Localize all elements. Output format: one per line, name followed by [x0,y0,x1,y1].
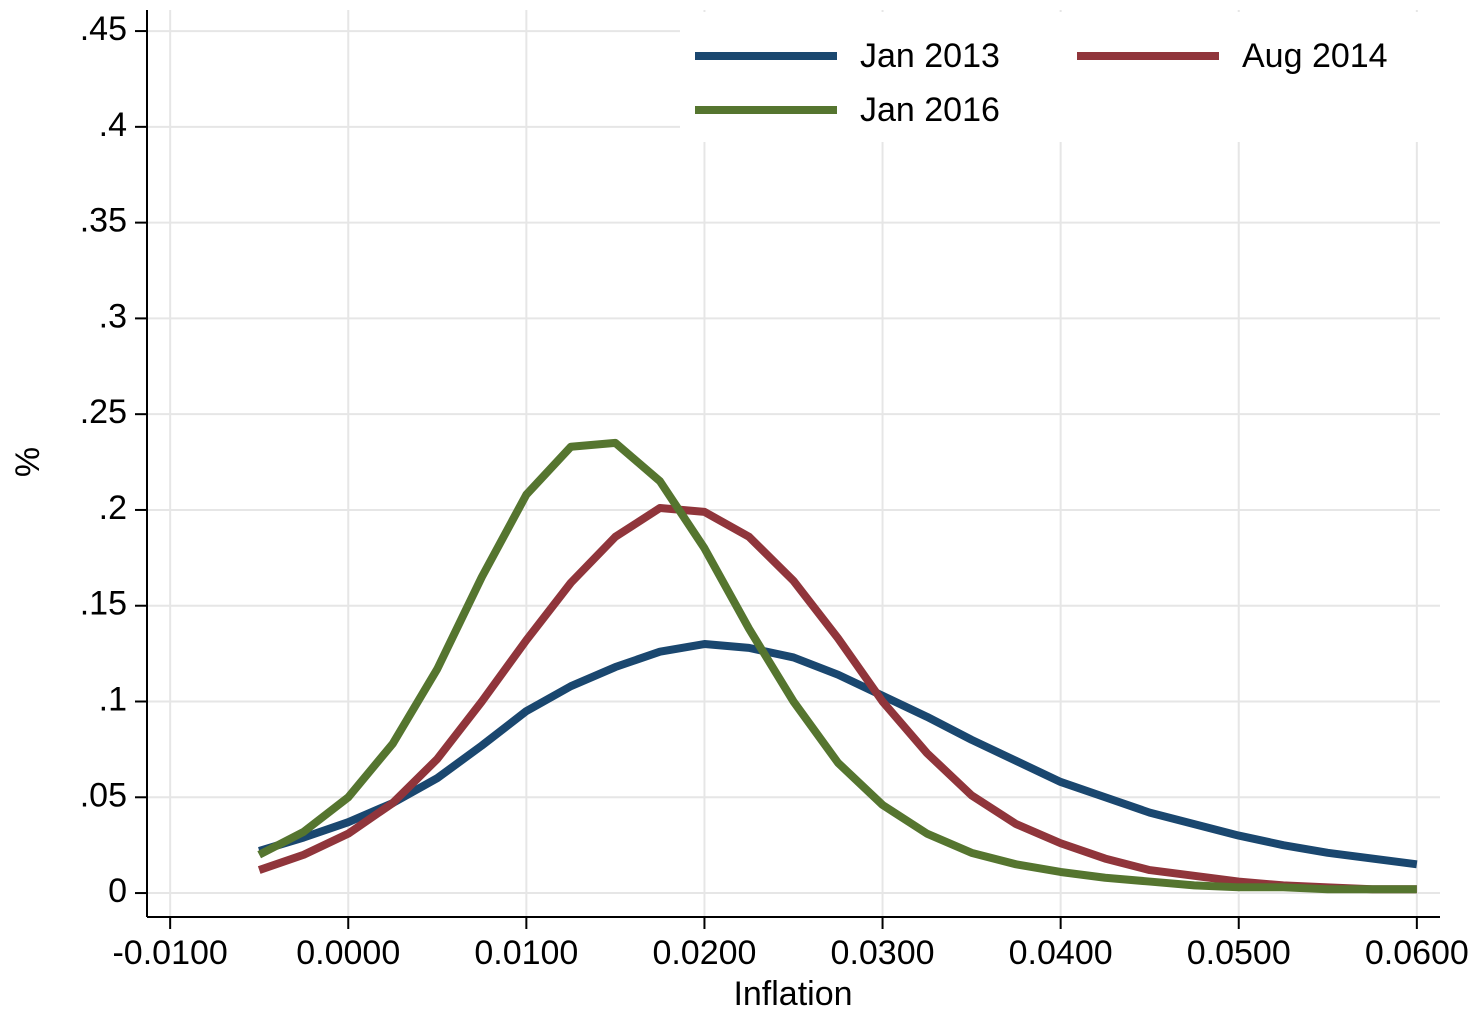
y-axis-label: % [9,447,47,477]
x-tick-label: 0.0400 [1009,934,1113,972]
legend: Jan 2013 Aug 2014 Jan 2016 [680,12,1440,142]
x-tick-label: 0.0000 [296,934,400,972]
line-series [258,640,1418,869]
line-series [257,504,1417,894]
y-tick-label: .45 [80,10,127,48]
x-tick-label: -0.0100 [112,934,227,972]
y-tick-label: .15 [80,585,127,623]
y-tick-label: .3 [99,297,127,335]
y-tick-label: 0 [108,872,127,910]
legend-box [680,12,1440,142]
x-tick-label: 0.0200 [652,934,756,972]
x-tick-label: 0.0600 [1365,934,1469,972]
x-axis-label: Inflation [733,975,852,1013]
legend-label: Jan 2016 [860,91,1000,129]
line-series [257,438,1417,894]
y-tick-label: .1 [99,680,127,718]
legend-label: Jan 2013 [860,37,1000,75]
y-tick-label: .35 [80,202,127,240]
y-tick-label: .2 [99,489,127,527]
x-tick-label: 0.0500 [1187,934,1291,972]
y-tick-label: .05 [80,776,127,814]
legend-label: Aug 2014 [1242,37,1388,75]
y-tick-label: .25 [80,393,127,431]
x-tick-label: 0.0100 [474,934,578,972]
x-tick-label: 0.0300 [831,934,935,972]
y-tick-label: .4 [99,106,127,144]
